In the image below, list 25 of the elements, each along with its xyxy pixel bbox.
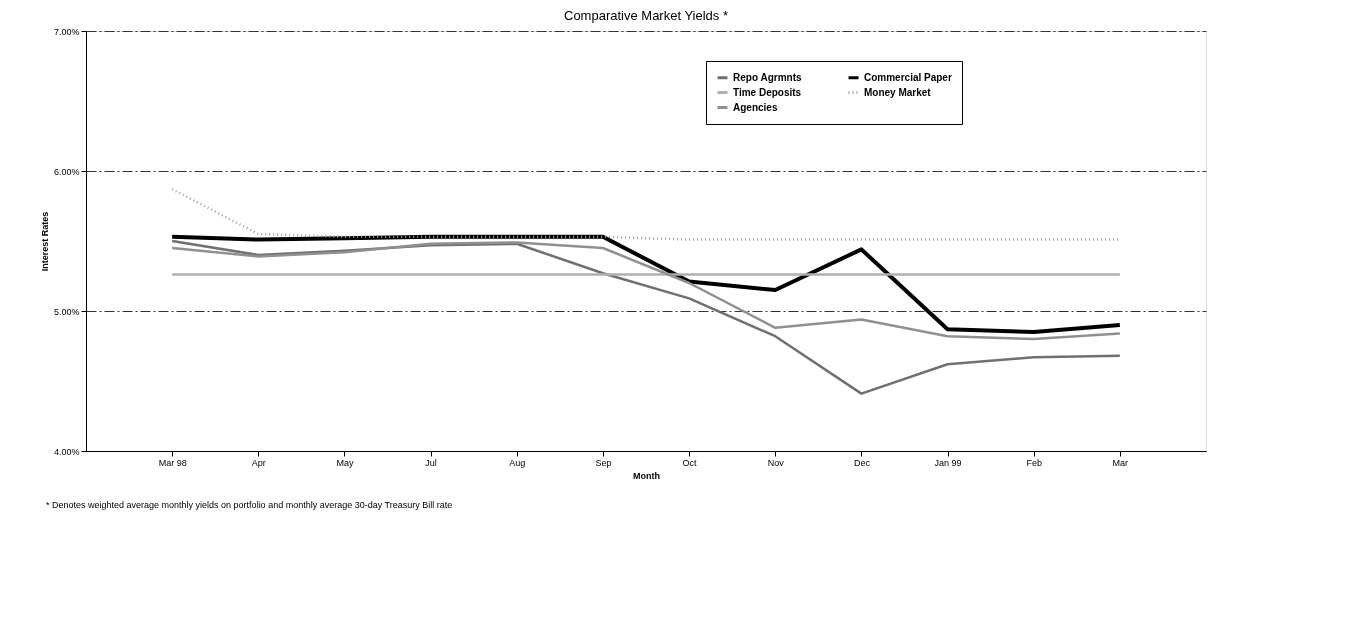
x-tick-label: May (336, 457, 354, 468)
x-tick-label: Oct (682, 457, 698, 468)
y-tick-label: 6.00% (53, 166, 80, 177)
legend-label: Money Market (864, 86, 932, 98)
y-tick-label: 5.00% (53, 306, 80, 317)
x-tick-label: Sep (595, 457, 612, 468)
x-tick-label: Feb (1026, 457, 1042, 468)
x-tick-label: Nov (767, 457, 785, 468)
y-axis-title: Interest Rates (39, 211, 50, 272)
x-tick-label: Apr (251, 457, 266, 468)
text: * Denotes weighted average monthly yields on portfolio and monthly average 30-day Treasury Bill rate (46, 500, 453, 510)
x-tick-label: Jul (425, 457, 437, 468)
legend-label: Commercial Paper (864, 71, 952, 83)
x-tick-label: Jan 99 (934, 457, 962, 468)
legend-label: Agencies (733, 101, 778, 113)
legend-label: Repo Agrmnts (733, 71, 802, 83)
chart-title: Comparative Market Yields * (563, 8, 729, 23)
x-tick-label: Mar (1112, 457, 1129, 468)
y-tick-label: 4.00% (53, 446, 80, 457)
y-tick-label: 7.00% (53, 26, 80, 37)
legend-label: Time Deposits (733, 86, 802, 98)
x-axis-title: Month (633, 470, 660, 481)
x-tick-label: Mar 98 (158, 457, 187, 468)
x-tick-label: Dec (853, 457, 871, 468)
x-tick-label: Aug (509, 457, 526, 468)
